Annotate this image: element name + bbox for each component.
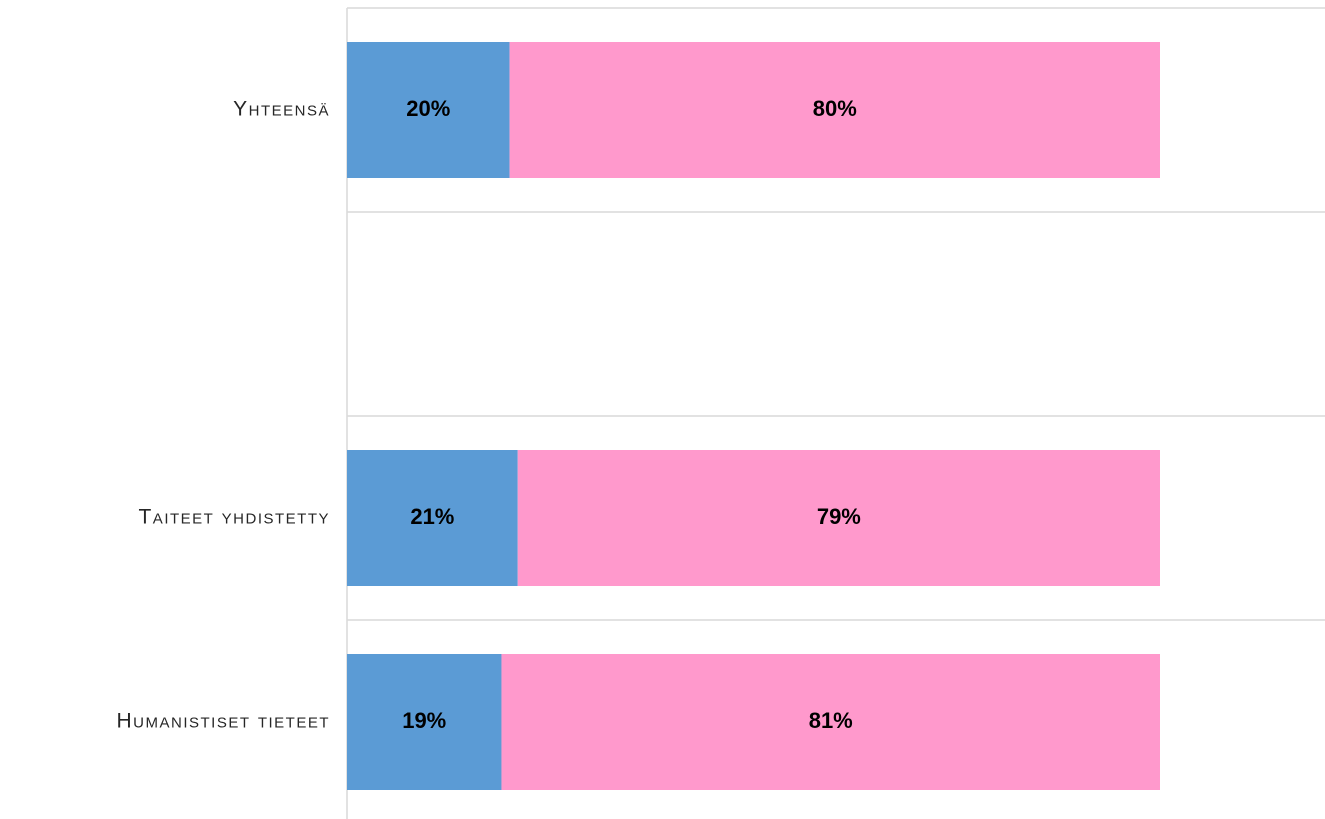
- bar-segment: [347, 42, 510, 178]
- category-label: Yhteensä: [233, 98, 330, 121]
- value-label: 21%: [410, 504, 454, 529]
- bar-segment: [501, 654, 1161, 790]
- bar-segment: [509, 42, 1161, 178]
- value-label: 79%: [817, 504, 861, 529]
- bar-segment: [517, 450, 1160, 586]
- bar-segment: [347, 654, 502, 790]
- value-label: 80%: [813, 96, 857, 121]
- category-label: Humanistiset tieteet: [116, 710, 330, 733]
- value-label: 19%: [402, 708, 446, 733]
- value-label: 81%: [809, 708, 853, 733]
- category-label: Taiteet yhdistetty: [138, 506, 330, 529]
- value-label: 20%: [406, 96, 450, 121]
- bar-segment: [347, 450, 518, 586]
